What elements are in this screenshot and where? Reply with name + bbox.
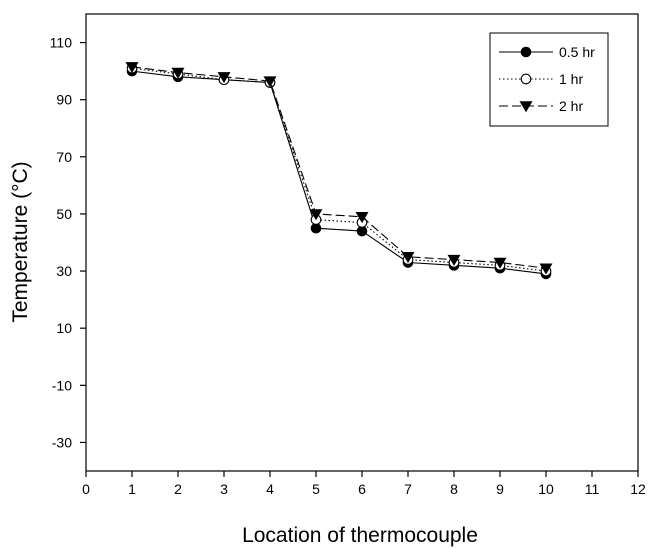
y-tick-label: 50 <box>56 206 72 222</box>
y-axis: -30 -10 10 30 50 70 90 110 <box>50 35 86 450</box>
y-tick-label: 10 <box>56 320 72 336</box>
series-line <box>131 66 547 269</box>
x-tick-label: 1 <box>128 481 136 497</box>
x-tick-label: 11 <box>585 481 600 497</box>
x-tick-label: 0 <box>82 481 90 497</box>
data-point <box>309 209 323 221</box>
y-tick-label: 70 <box>56 149 72 165</box>
x-tick-label: 7 <box>404 481 412 497</box>
x-tick-label: 4 <box>266 481 274 497</box>
y-tick-label: 90 <box>56 92 72 108</box>
data-point <box>539 263 553 275</box>
x-axis: 0 1 2 3 4 5 6 7 8 9 10 11 12 <box>82 471 646 497</box>
series-2 <box>126 62 552 277</box>
series-1 <box>126 65 552 280</box>
data-point <box>125 62 139 74</box>
legend: 0.5 hr 1 hr 2 hr <box>489 32 609 127</box>
data-point <box>493 257 507 269</box>
x-axis-label: Location of thermocouple <box>242 524 478 547</box>
x-tick-label: 8 <box>450 481 458 497</box>
series-3 <box>125 62 553 275</box>
legend-label: 2 hr <box>559 98 583 114</box>
data-point <box>355 212 369 224</box>
data-point <box>217 72 231 84</box>
y-tick-label: -10 <box>52 377 72 393</box>
x-tick-label: 6 <box>358 481 366 497</box>
legend-label: 0.5 hr <box>559 44 595 60</box>
legend-marker <box>519 101 533 113</box>
series-line <box>131 67 547 272</box>
x-tick-label: 9 <box>496 481 504 497</box>
x-tick-label: 3 <box>220 481 228 497</box>
legend-frame <box>489 32 609 127</box>
x-tick-label: 10 <box>538 481 554 497</box>
y-tick-label: 30 <box>56 263 72 279</box>
y-tick-label: -30 <box>52 434 72 450</box>
data-point <box>171 67 185 79</box>
series-line <box>131 70 547 275</box>
legend-label: 1 hr <box>559 71 583 87</box>
legend-marker <box>520 46 532 58</box>
x-tick-label: 5 <box>312 481 320 497</box>
data-point <box>447 254 461 266</box>
data-point <box>401 252 415 264</box>
series-layer <box>125 62 553 280</box>
data-point <box>263 76 277 88</box>
y-axis-label: Temperature (°C) <box>9 161 32 322</box>
x-tick-label: 2 <box>174 481 182 497</box>
legend-marker <box>520 73 532 85</box>
x-tick-label: 12 <box>630 481 646 497</box>
y-tick-label: 110 <box>50 35 73 51</box>
